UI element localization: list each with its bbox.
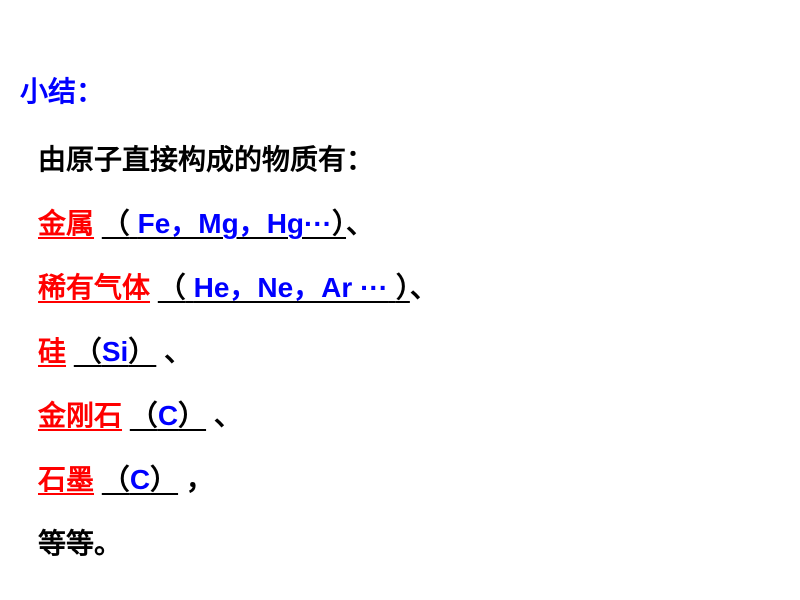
item-paren-group: （Si） xyxy=(74,336,157,367)
item-line: 石墨 （C） ， xyxy=(38,458,780,498)
item-separator: ， xyxy=(178,464,214,495)
item-examples: Si xyxy=(102,336,128,367)
paren-post xyxy=(388,272,396,303)
title-text: 小结： xyxy=(20,76,104,107)
item-name: 石墨 xyxy=(38,464,94,495)
paren-pre xyxy=(186,272,194,303)
item-paren-group: （C） xyxy=(102,464,178,495)
spacer xyxy=(66,336,74,367)
item-examples: Fe，Mg，Hg··· xyxy=(138,208,332,239)
item-examples: C xyxy=(130,464,150,495)
paren-open: （ xyxy=(74,336,102,367)
item-line: 稀有气体 （ He，Ne，Ar ··· ）、 xyxy=(38,266,780,306)
paren-open: （ xyxy=(102,208,130,239)
item-name: 硅 xyxy=(38,336,66,367)
item-name: 稀有气体 xyxy=(38,272,150,303)
item-examples: C xyxy=(158,400,178,431)
footer-line: 等等。 xyxy=(38,522,780,562)
item-separator: 、 xyxy=(346,208,374,239)
item-line: 金刚石 （C） 、 xyxy=(38,394,780,434)
item-line: 金属 （ Fe，Mg，Hg···）、 xyxy=(38,202,780,242)
item-paren-group: （ Fe，Mg，Hg···） xyxy=(102,208,346,239)
item-name: 金属 xyxy=(38,208,94,239)
paren-pre xyxy=(130,208,138,239)
item-separator: 、 xyxy=(156,336,192,367)
paren-open: （ xyxy=(102,464,130,495)
spacer xyxy=(94,208,102,239)
item-paren-group: （ He，Ne，Ar ··· ） xyxy=(158,272,410,303)
paren-open: （ xyxy=(158,272,186,303)
spacer xyxy=(122,400,130,431)
paren-close: ） xyxy=(128,336,156,367)
paren-open: （ xyxy=(130,400,158,431)
spacer xyxy=(150,272,158,303)
paren-close: ） xyxy=(178,400,206,431)
intro-text: 由原子直接构成的物质有： xyxy=(38,144,374,175)
paren-close: ） xyxy=(150,464,178,495)
item-paren-group: （C） xyxy=(130,400,206,431)
item-examples: He，Ne，Ar ··· xyxy=(194,272,388,303)
paren-close: ） xyxy=(332,208,346,239)
item-line: 硅 （Si） 、 xyxy=(38,330,780,370)
paren-close: ） xyxy=(396,272,410,303)
items-container: 金属 （ Fe，Mg，Hg···）、稀有气体 （ He，Ne，Ar ··· ）、… xyxy=(20,202,780,498)
summary-title: 小结： xyxy=(20,70,780,110)
spacer xyxy=(94,464,102,495)
item-name: 金刚石 xyxy=(38,400,122,431)
intro-line: 由原子直接构成的物质有： xyxy=(38,138,780,178)
item-separator: 、 xyxy=(410,272,438,303)
item-separator: 、 xyxy=(206,400,242,431)
footer-text: 等等。 xyxy=(38,528,122,559)
